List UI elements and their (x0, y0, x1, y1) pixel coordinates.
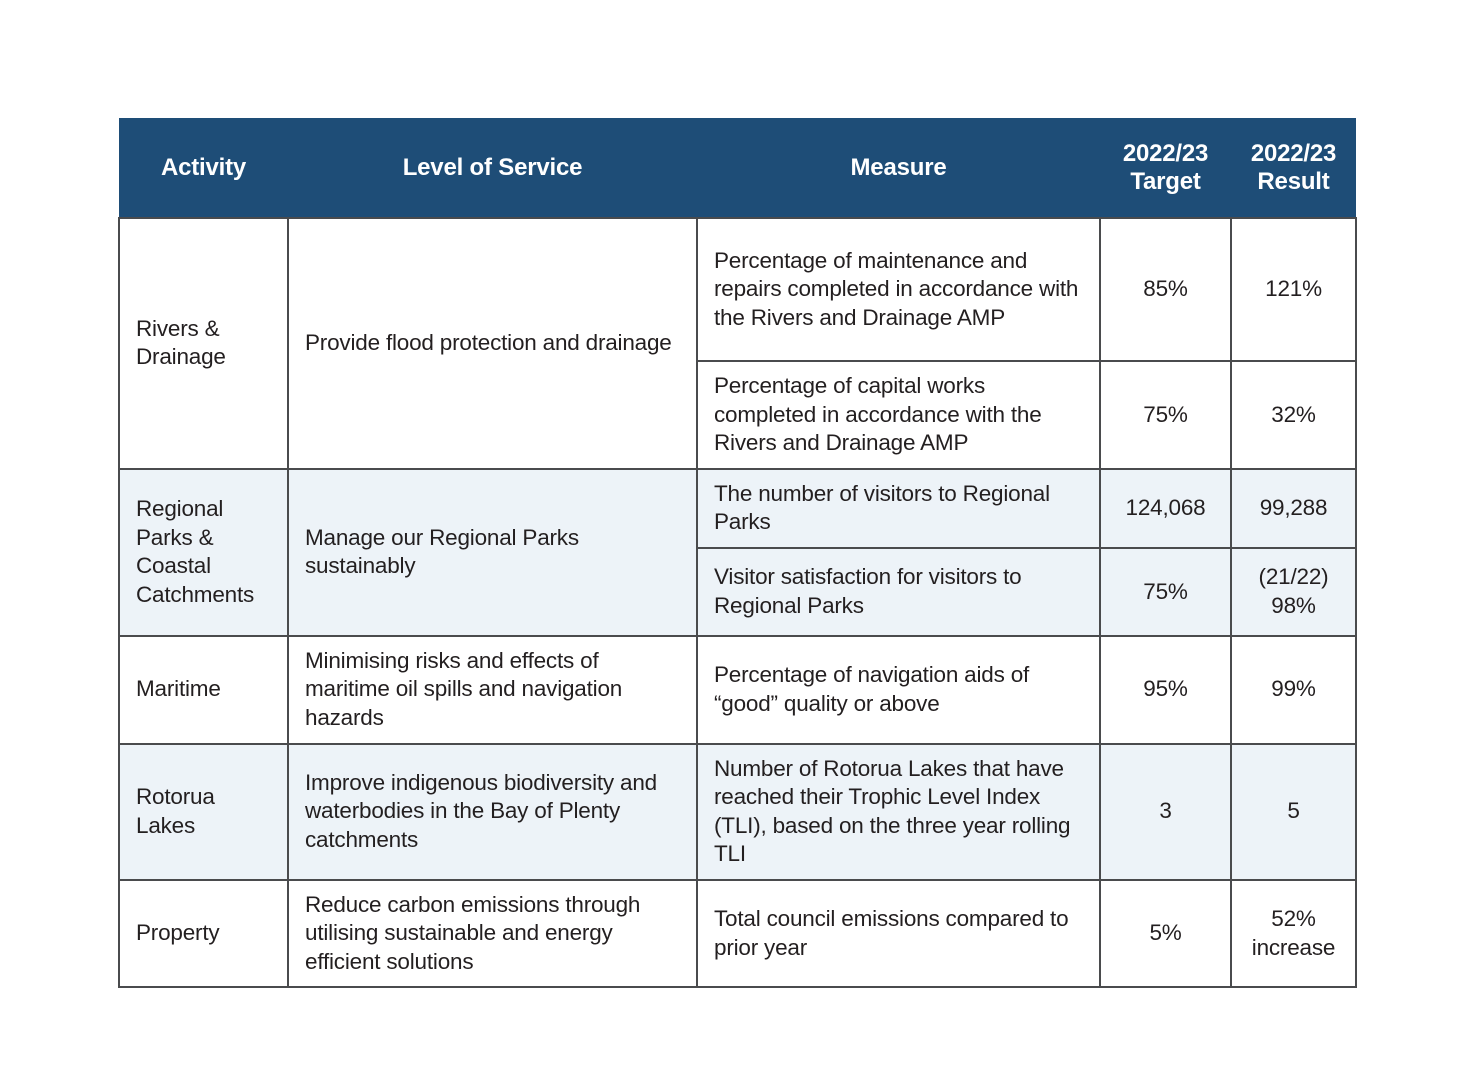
result-cell: 121% (1230, 217, 1357, 362)
table-row: Rivers & Drainage Provide flood protecti… (118, 217, 1357, 470)
result-cell: 32% (1230, 360, 1357, 470)
activity-cell-maritime: Maritime (118, 634, 289, 745)
measure-cell: Total council emissions compared to prio… (696, 878, 1101, 989)
service-cell-maritime: Minimising risks and effects of maritime… (287, 634, 698, 745)
measure-cell: The number of visitors to Regional Parks (696, 467, 1101, 549)
measure-cell: Number of Rotorua Lakes that have reache… (696, 742, 1101, 881)
result-cell: (21/22) 98% (1230, 546, 1357, 637)
target-cell: 75% (1099, 546, 1232, 637)
column-header-result: 2022/23 Result (1231, 118, 1356, 218)
result-cell: 99% (1230, 634, 1357, 745)
activity-cell-regional-parks: Regional Parks & Coastal Catchments (118, 467, 289, 637)
measure-cell: Percentage of capital works completed in… (696, 360, 1101, 470)
activity-cell-rivers-drainage: Rivers & Drainage (118, 217, 289, 470)
table-row: Percentage of capital works completed in… (119, 360, 1357, 470)
target-cell: 3 (1099, 742, 1232, 881)
measure-cell: Percentage of navigation aids of “good” … (696, 634, 1101, 745)
target-cell: 124,068 (1099, 467, 1232, 549)
activity-cell-rotorua-lakes: Rotorua Lakes (118, 742, 289, 881)
target-cell: 95% (1099, 634, 1232, 745)
target-cell: 85% (1099, 217, 1232, 362)
table-row: Property Reduce carbon emissions through… (118, 878, 1357, 989)
result-cell: 5 (1230, 742, 1357, 881)
service-cell-regional-parks: Manage our Regional Parks sustainably (287, 467, 698, 637)
service-cell-rivers-drainage: Provide flood protection and drainage (287, 217, 698, 470)
table-header-row: Activity Level of Service Measure 2022/2… (119, 118, 1356, 218)
column-header-target: 2022/23 Target (1100, 118, 1231, 218)
target-cell: 75% (1099, 360, 1232, 470)
column-header-level-of-service: Level of Service (288, 118, 697, 218)
column-header-activity: Activity (119, 118, 288, 218)
activity-cell-property: Property (118, 878, 289, 989)
table-row: Regional Parks & Coastal Catchments Mana… (118, 467, 1357, 637)
target-cell: 5% (1099, 878, 1232, 989)
column-header-measure: Measure (697, 118, 1100, 218)
performance-table: Activity Level of Service Measure 2022/2… (118, 118, 1357, 989)
table-row: Visitor satisfaction for visitors to Reg… (119, 546, 1357, 637)
service-cell-rotorua-lakes: Improve indigenous biodiversity and wate… (287, 742, 698, 881)
measure-cell: Visitor satisfaction for visitors to Reg… (696, 546, 1101, 637)
service-cell-property: Reduce carbon emissions through utilisin… (287, 878, 698, 989)
result-cell: 99,288 (1230, 467, 1357, 549)
table-row: Rotorua Lakes Improve indigenous biodive… (118, 742, 1357, 881)
table-row: Maritime Minimising risks and effects of… (118, 634, 1357, 745)
result-cell: 52% increase (1230, 878, 1357, 989)
measure-cell: Percentage of maintenance and repairs co… (696, 217, 1101, 362)
